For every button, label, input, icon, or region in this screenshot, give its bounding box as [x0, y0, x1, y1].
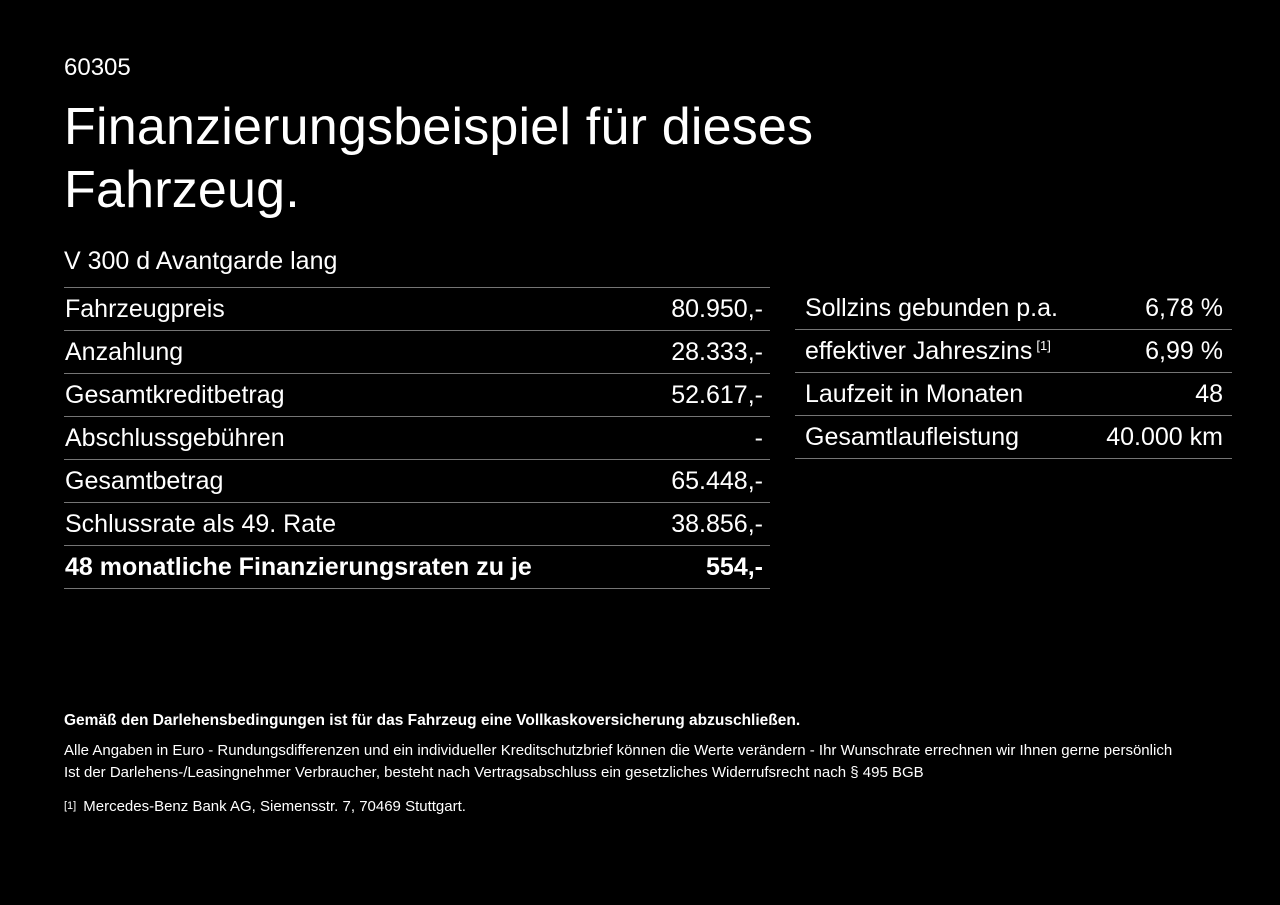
- finance-table: Fahrzeugpreis 80.950,- Anzahlung 28.333,…: [64, 287, 770, 589]
- insurance-requirement-note: Gemäß den Darlehensbedingungen ist für d…: [64, 712, 801, 729]
- disclaimer-line1: Alle Angaben in Euro - Rundungsdifferenz…: [64, 742, 1173, 759]
- finance-row-value: 65.448,-: [671, 466, 763, 495]
- finance-row-label: Fahrzeugpreis: [65, 294, 225, 323]
- table-row: Abschlussgebühren -: [64, 417, 770, 460]
- table-row: Gesamtlaufleistung 40.000 km: [795, 416, 1232, 459]
- finance-row-label: Gesamtbetrag: [65, 466, 224, 495]
- disclaimer-line2: Ist der Darlehens-/Leasingnehmer Verbrau…: [64, 764, 924, 781]
- vehicle-model: V 300 d Avantgarde lang: [64, 247, 338, 275]
- page-title-line1: Finanzierungsbeispiel für dieses: [64, 98, 814, 156]
- finance-row-label: Anzahlung: [65, 337, 184, 366]
- condition-row-label: effektiver Jahreszins [1]: [795, 337, 1051, 366]
- condition-row-value: 48: [1195, 379, 1223, 408]
- tables-section: Fahrzeugpreis 80.950,- Anzahlung 28.333,…: [64, 287, 1232, 589]
- footnote-marker: [1]: [64, 800, 77, 812]
- table-row: Sollzins gebunden p.a. 6,78 %: [795, 287, 1232, 330]
- finance-row-label: Gesamtkreditbetrag: [65, 380, 285, 409]
- condition-row-label: Gesamtlaufleistung: [805, 422, 1020, 451]
- finance-row-label: Abschlussgebühren: [65, 423, 285, 452]
- condition-row-label-text: effektiver Jahreszins: [805, 336, 1033, 365]
- table-row: Anzahlung 28.333,-: [64, 331, 770, 374]
- table-row-monthly-rate: 48 monatliche Finanzierungsraten zu je 5…: [64, 546, 770, 589]
- table-row: Gesamtbetrag 65.448,-: [64, 460, 770, 503]
- legal-footer: Gemäß den Darlehensbedingungen ist für d…: [64, 710, 1220, 819]
- condition-row-value: 40.000 km: [1106, 422, 1223, 451]
- finance-row-value: -: [754, 423, 763, 452]
- table-row: Fahrzeugpreis 80.950,-: [64, 288, 770, 331]
- page-title: Finanzierungsbeispiel für dieses Fahrzeug…: [64, 96, 813, 222]
- finance-row-value: 52.617,-: [671, 380, 763, 409]
- bank-footnote: [1] Mercedes-Benz Bank AG, Siemensstr. 7,…: [64, 796, 1220, 819]
- table-row: Gesamtkreditbetrag 52.617,-: [64, 374, 770, 417]
- condition-row-value: 6,99 %: [1145, 336, 1223, 365]
- condition-row-label: Laufzeit in Monaten: [805, 379, 1024, 408]
- conditions-table: Sollzins gebunden p.a. 6,78 % effektiver…: [795, 287, 1232, 459]
- condition-row-value: 6,78 %: [1145, 293, 1223, 322]
- finance-row-label: Schlussrate als 49. Rate: [65, 509, 336, 538]
- footnote-text: Mercedes-Benz Bank AG, Siemensstr. 7, 70…: [83, 798, 466, 815]
- finance-row-value: 38.856,-: [671, 509, 763, 538]
- finance-row-value: 80.950,-: [671, 294, 763, 323]
- footnote-reference: [1]: [1036, 337, 1051, 353]
- finance-row-value: 28.333,-: [671, 337, 763, 366]
- table-row: Schlussrate als 49. Rate 38.856,-: [64, 503, 770, 546]
- table-row: Laufzeit in Monaten 48: [795, 373, 1232, 416]
- document-number: 60305: [64, 54, 131, 81]
- table-row: effektiver Jahreszins [1] 6,99 %: [795, 330, 1232, 373]
- condition-row-label: Sollzins gebunden p.a.: [805, 293, 1058, 322]
- finance-row-value: 554,-: [706, 552, 763, 581]
- page-title-line2: Fahrzeug.: [64, 161, 300, 219]
- finance-row-label: 48 monatliche Finanzierungsraten zu je: [65, 552, 532, 581]
